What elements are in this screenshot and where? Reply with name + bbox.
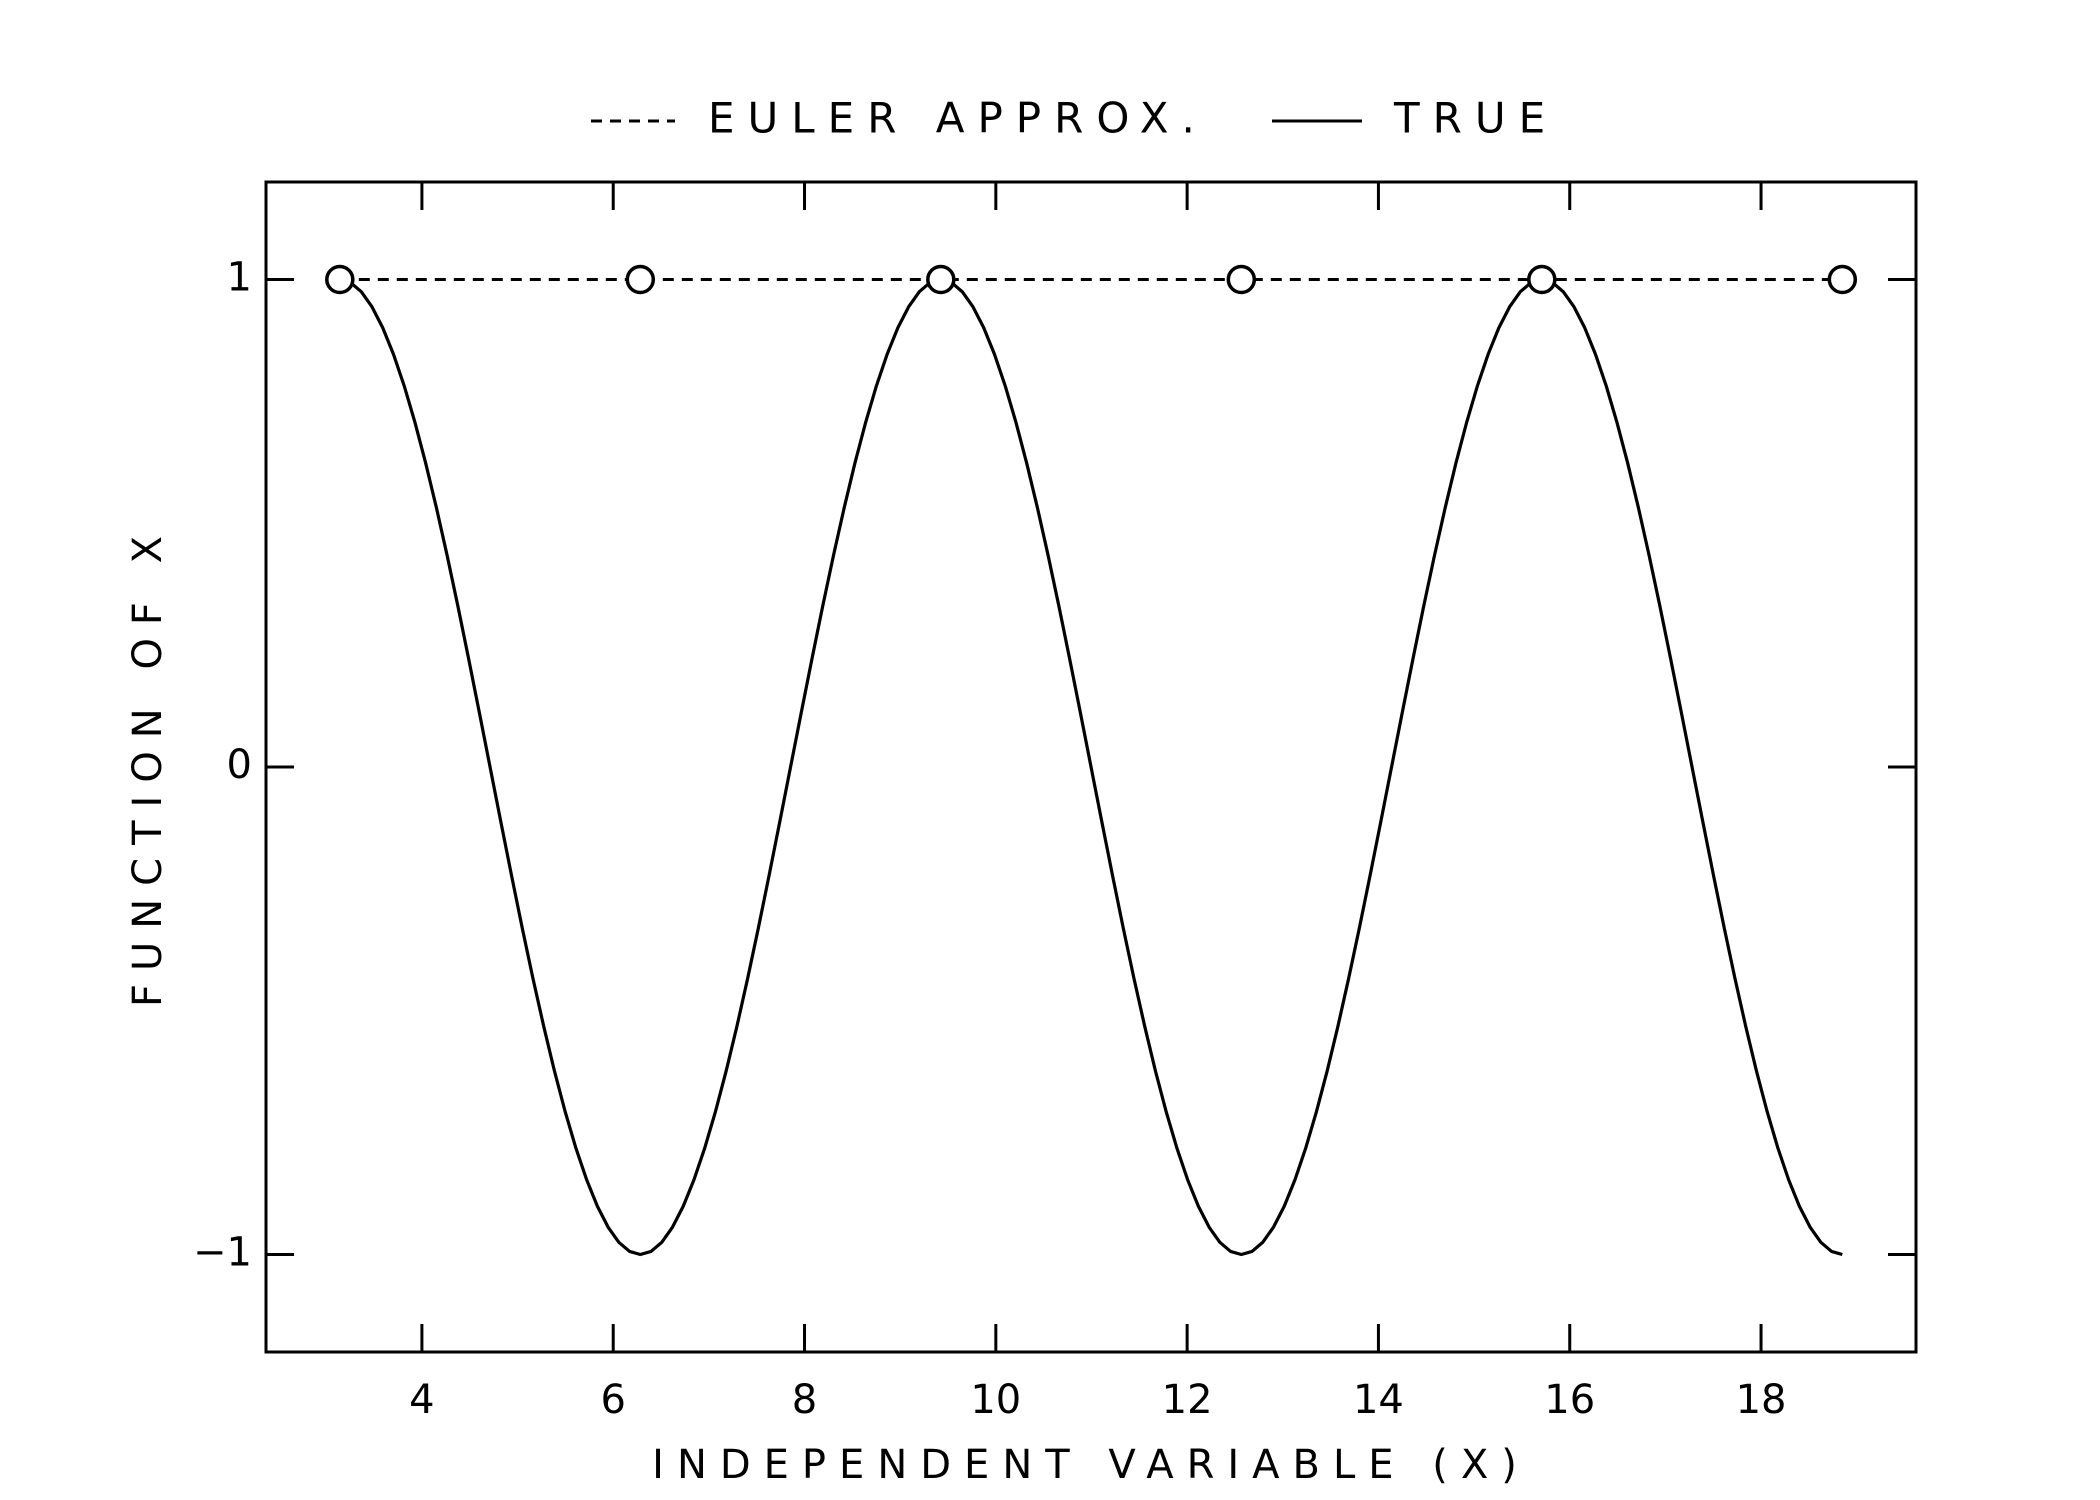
x-tick-label: 10 [970,1377,1021,1423]
euler-point [1226,264,1257,295]
axis-ticks [266,182,1916,1352]
series-euler [325,264,1858,295]
y-tick-label: 0 [227,742,252,788]
x-tick-label: 16 [1544,1377,1595,1423]
euler-point [1827,264,1858,295]
x-tick-label: 18 [1736,1377,1787,1423]
y-axis-title: FUNCTION OF X [125,523,171,1007]
y-tick-label: −1 [193,1230,252,1276]
legend-label-true: TRUE [1393,94,1558,143]
true-curve [339,277,1843,1257]
x-tick-label: 14 [1353,1377,1404,1423]
series-true [339,277,1843,1257]
legend-label-euler: EULER APPROX. [708,94,1208,143]
euler-point [1527,264,1557,295]
euler-point [325,264,355,295]
legend: EULER APPROX. TRUE [591,94,1558,143]
x-tick-label: 12 [1162,1377,1213,1423]
x-tick-label: 8 [792,1377,817,1423]
tick-labels: 4 6 8 10 12 14 16 18 −1 0 1 [193,255,1786,1424]
x-tick-label: 4 [409,1377,434,1423]
plot-frame [264,180,1918,1354]
x-axis-title: INDEPENDENT VARIABLE (X) [652,1442,1530,1488]
euler-point [926,264,956,295]
y-tick-label: 1 [227,255,252,301]
euler-point [625,264,656,295]
x-tick-label: 6 [600,1377,625,1423]
